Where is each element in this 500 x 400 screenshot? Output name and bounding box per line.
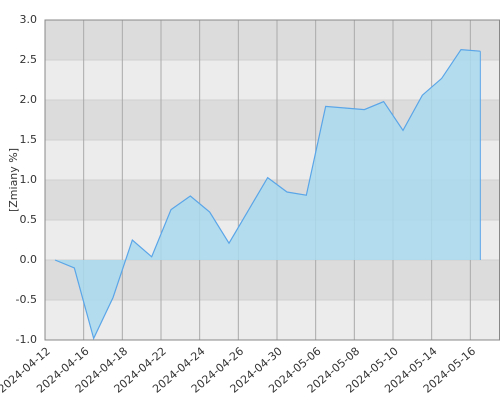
line [54, 48, 481, 341]
y-axis-label: [Zmiany %] [7, 148, 20, 212]
y-tick-label: 1.0 [20, 173, 38, 186]
y-tick-label: 2.5 [20, 53, 38, 66]
grid-band [45, 300, 500, 340]
y-tick-label: -1.0 [16, 333, 37, 346]
grid-band [45, 20, 500, 60]
area [55, 49, 481, 339]
y-tick-label: 0.5 [20, 213, 38, 226]
y-tick-label: 2.0 [20, 93, 38, 106]
y-tick-label: -0.5 [16, 293, 37, 306]
y-tick-label: 3.0 [20, 13, 38, 26]
y-tick-label: 1.5 [20, 133, 38, 146]
y-tick-label: 0.0 [20, 253, 38, 266]
